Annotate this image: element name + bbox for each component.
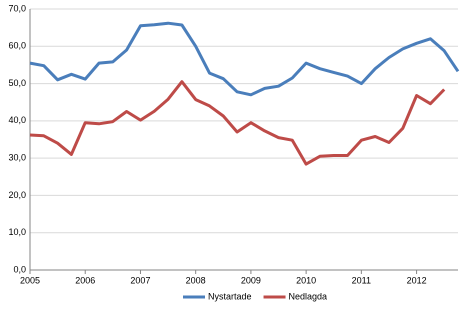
legend-label: Nedlagda (289, 291, 328, 301)
x-tick-label: 2005 (20, 275, 40, 285)
y-tick-label: 40,0 (8, 115, 26, 125)
series-line (29, 80, 446, 166)
y-tick-label: 0,0 (13, 264, 26, 274)
y-tick-label: 50,0 (8, 78, 26, 88)
x-tick-label: 2012 (407, 275, 427, 285)
series-line (29, 21, 460, 97)
x-tick-label: 2010 (296, 275, 316, 285)
y-tick-label: 20,0 (8, 190, 26, 200)
y-tick-label: 60,0 (8, 41, 26, 51)
x-tick-label: 2009 (241, 275, 261, 285)
legend-label: Nystartade (208, 291, 252, 301)
y-tick-label: 10,0 (8, 227, 26, 237)
y-tick-label: 70,0 (8, 3, 26, 13)
x-tick-label: 2006 (75, 275, 95, 285)
x-tick-label: 2011 (352, 275, 371, 285)
x-tick-label: 2007 (130, 275, 150, 285)
x-tick-label: 2008 (186, 275, 206, 285)
y-tick-label: 30,0 (8, 153, 26, 163)
